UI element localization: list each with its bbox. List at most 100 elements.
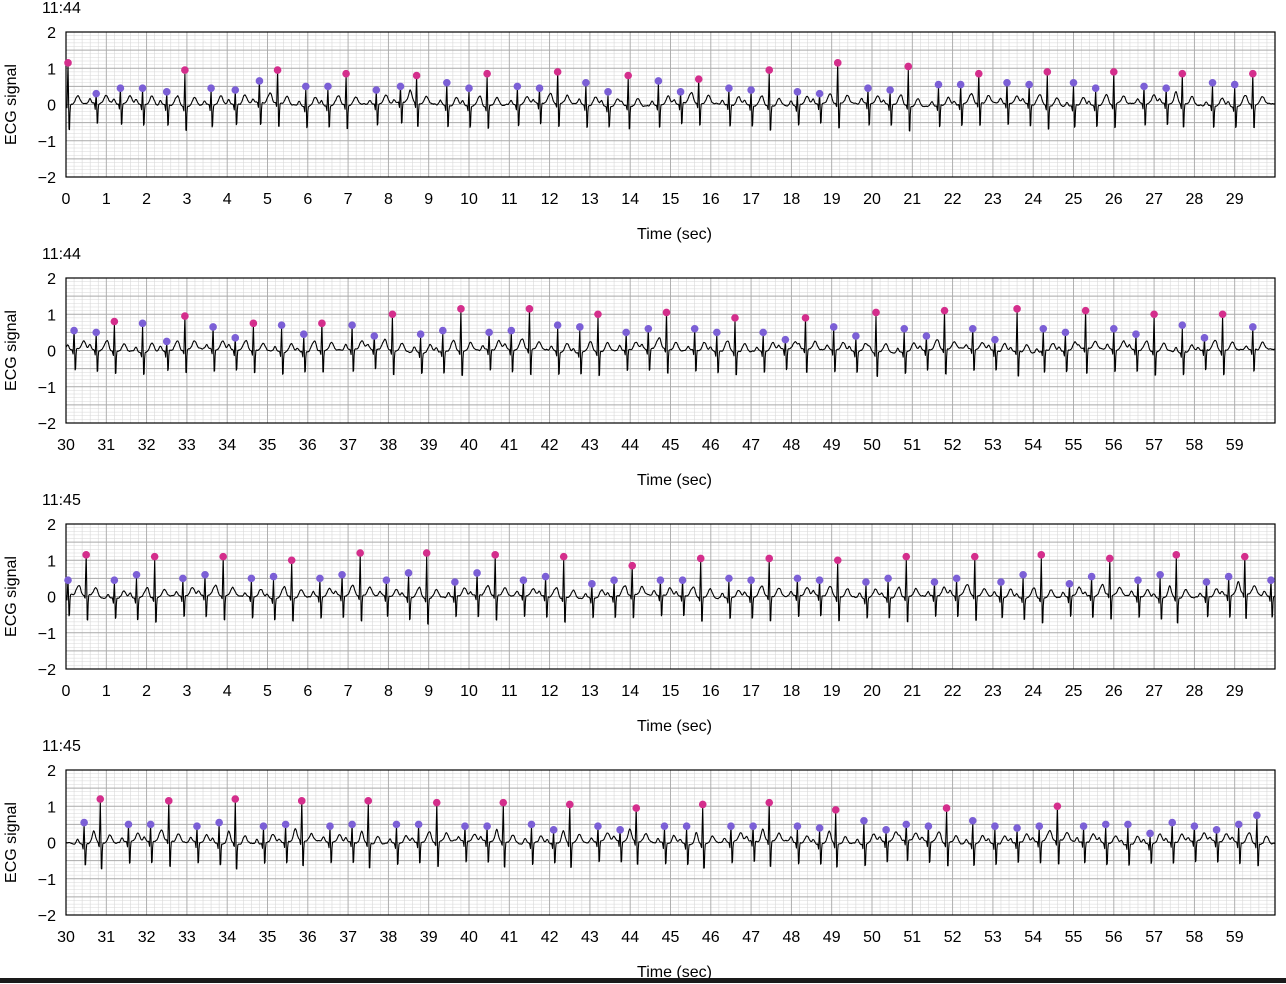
x-tick-label: 18 — [783, 683, 801, 700]
x-tick-label: 3 — [182, 191, 191, 208]
normal-beat-marker — [70, 326, 78, 335]
x-tick-label: 56 — [1105, 929, 1123, 946]
normal-beat-marker — [513, 82, 522, 91]
normal-beat-marker — [654, 77, 663, 85]
ectopic-beat-marker — [96, 795, 105, 803]
normal-beat-marker — [370, 332, 379, 340]
normal-beat-marker — [146, 820, 155, 829]
ectopic-beat-marker — [902, 552, 911, 561]
ectopic-beat-marker — [164, 797, 173, 805]
x-tick-label: 30 — [57, 437, 75, 454]
ectopic-beat-marker — [525, 305, 534, 313]
normal-beat-marker — [864, 84, 872, 92]
x-tick-label: 58 — [1186, 929, 1204, 946]
normal-beat-marker — [162, 88, 171, 96]
x-tick-label: 3 — [182, 683, 191, 700]
x-tick-label: 30 — [57, 929, 75, 946]
x-tick-label: 44 — [621, 929, 639, 946]
x-tick-label: 49 — [823, 437, 841, 454]
ectopic-beat-marker — [297, 797, 306, 805]
ectopic-beat-marker — [628, 561, 637, 570]
y-tick-label: 2 — [47, 271, 56, 288]
x-tick-label: 54 — [1024, 929, 1042, 946]
normal-beat-marker — [747, 576, 755, 584]
x-tick-label: 38 — [380, 929, 398, 946]
normal-beat-marker — [1190, 822, 1199, 830]
normal-beat-marker — [644, 324, 653, 333]
ectopic-beat-marker — [457, 305, 465, 313]
normal-beat-marker — [461, 822, 469, 830]
x-tick-label: 40 — [460, 437, 478, 454]
normal-beat-marker — [1110, 324, 1118, 333]
y-tick-label: 0 — [47, 836, 56, 853]
normal-beat-marker — [1025, 80, 1033, 89]
ectopic-beat-marker — [422, 549, 431, 557]
x-tick-label: 34 — [218, 437, 236, 454]
x-tick-label: 39 — [420, 437, 438, 454]
y-tick-label: 0 — [47, 98, 56, 115]
normal-beat-marker — [209, 323, 217, 331]
x-tick-label: 21 — [903, 191, 921, 208]
ectopic-beat-marker — [765, 66, 774, 74]
normal-beat-marker — [588, 580, 596, 588]
normal-beat-marker — [451, 578, 459, 586]
x-tick-label: 23 — [984, 683, 1002, 700]
x-tick-label: 22 — [944, 683, 962, 700]
normal-beat-marker — [582, 78, 590, 87]
normal-beat-marker — [269, 572, 278, 581]
x-tick-label: 47 — [742, 929, 760, 946]
x-tick-label: 15 — [662, 683, 680, 700]
x-tick-label: 5 — [263, 683, 272, 700]
y-tick-label: 1 — [47, 61, 56, 78]
ectopic-beat-marker — [553, 68, 562, 76]
normal-beat-marker — [815, 824, 824, 832]
normal-beat-marker — [902, 820, 911, 829]
normal-beat-marker — [507, 326, 516, 335]
x-tick-label: 2 — [142, 683, 151, 700]
ectopic-beat-marker — [1240, 552, 1249, 561]
normal-beat-marker — [852, 332, 860, 340]
normal-beat-marker — [862, 578, 870, 586]
normal-beat-marker — [247, 574, 256, 583]
ecg-trace — [65, 553, 1276, 625]
x-tick-label: 48 — [783, 437, 801, 454]
normal-beat-marker — [414, 820, 423, 829]
ectopic-beat-marker — [662, 308, 671, 317]
x-tick-label: 21 — [903, 683, 921, 700]
ectopic-beat-marker — [904, 62, 913, 71]
ectopic-beat-marker — [565, 800, 574, 809]
x-tick-label: 23 — [984, 191, 1002, 208]
x-tick-label: 32 — [138, 437, 156, 454]
ectopic-beat-marker — [432, 798, 441, 807]
ectopic-beat-marker — [82, 551, 90, 559]
normal-beat-marker — [338, 570, 346, 579]
x-tick-label: 54 — [1024, 437, 1042, 454]
x-tick-label: 10 — [460, 683, 478, 700]
normal-beat-marker — [1267, 576, 1275, 584]
x-tick-label: 14 — [621, 191, 639, 208]
x-tick-label: 35 — [259, 437, 277, 454]
panel-timestamp: 11:45 — [42, 492, 81, 509]
x-tick-label: 31 — [97, 929, 115, 946]
normal-beat-marker — [781, 335, 790, 344]
normal-beat-marker — [549, 826, 558, 834]
x-tick-label: 7 — [344, 191, 353, 208]
x-tick-label: 27 — [1145, 683, 1163, 700]
normal-beat-marker — [138, 319, 147, 328]
bottom-divider — [0, 978, 1286, 983]
normal-beat-marker — [956, 80, 965, 89]
y-tick-label: −1 — [38, 626, 56, 643]
normal-beat-marker — [1124, 820, 1132, 829]
ecg-grid — [65, 523, 1276, 670]
ectopic-beat-marker — [181, 66, 189, 74]
ectopic-beat-marker — [694, 75, 703, 83]
plot-frame — [65, 277, 1276, 424]
normal-beat-marker — [439, 326, 447, 335]
x-tick-label: 43 — [581, 929, 599, 946]
normal-beat-marker — [886, 86, 894, 94]
normal-beat-marker — [991, 335, 999, 344]
normal-beat-marker — [676, 88, 685, 96]
normal-beat-marker — [1200, 334, 1209, 342]
x-tick-label: 19 — [823, 191, 841, 208]
ectopic-beat-marker — [1110, 68, 1118, 76]
